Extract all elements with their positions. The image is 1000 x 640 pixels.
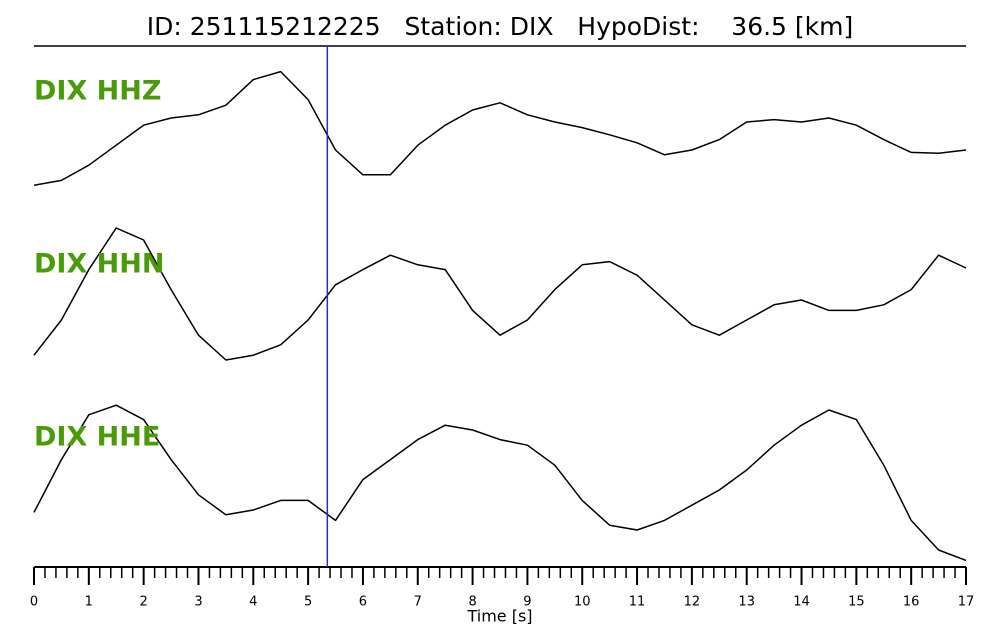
x-tick-label: 2 <box>140 595 148 610</box>
x-tick-label: 1 <box>85 595 93 610</box>
trace-label: DIX HHE <box>34 422 160 453</box>
waveform <box>33 227 967 361</box>
x-tick-label: 6 <box>359 595 367 610</box>
x-tick-label: 8 <box>468 595 476 610</box>
trace-label: DIX HHZ <box>34 76 161 107</box>
x-tick-label: 5 <box>304 595 312 610</box>
trace-label: DIX HHN <box>34 249 164 280</box>
waveform <box>33 70 967 186</box>
x-tick-label: 10 <box>574 595 591 610</box>
x-tick-label: 13 <box>738 595 755 610</box>
x-tick-label: 12 <box>684 595 701 610</box>
waveform <box>33 404 967 562</box>
x-axis-label: Time [s] <box>466 607 532 626</box>
x-tick-label: 4 <box>249 595 257 610</box>
x-tick-label: 15 <box>848 595 865 610</box>
x-tick-label: 7 <box>414 595 422 610</box>
x-tick-label: 3 <box>194 595 202 610</box>
x-tick-label: 16 <box>903 595 920 610</box>
x-tick-label: 9 <box>523 595 531 610</box>
chart-title: ID: 251115212225 Station: DIX HypoDist: … <box>147 12 853 41</box>
x-tick-label: 17 <box>958 595 975 610</box>
x-tick-label: 14 <box>793 595 810 610</box>
x-tick-label: 11 <box>629 595 646 610</box>
x-tick-label: 0 <box>30 595 38 610</box>
